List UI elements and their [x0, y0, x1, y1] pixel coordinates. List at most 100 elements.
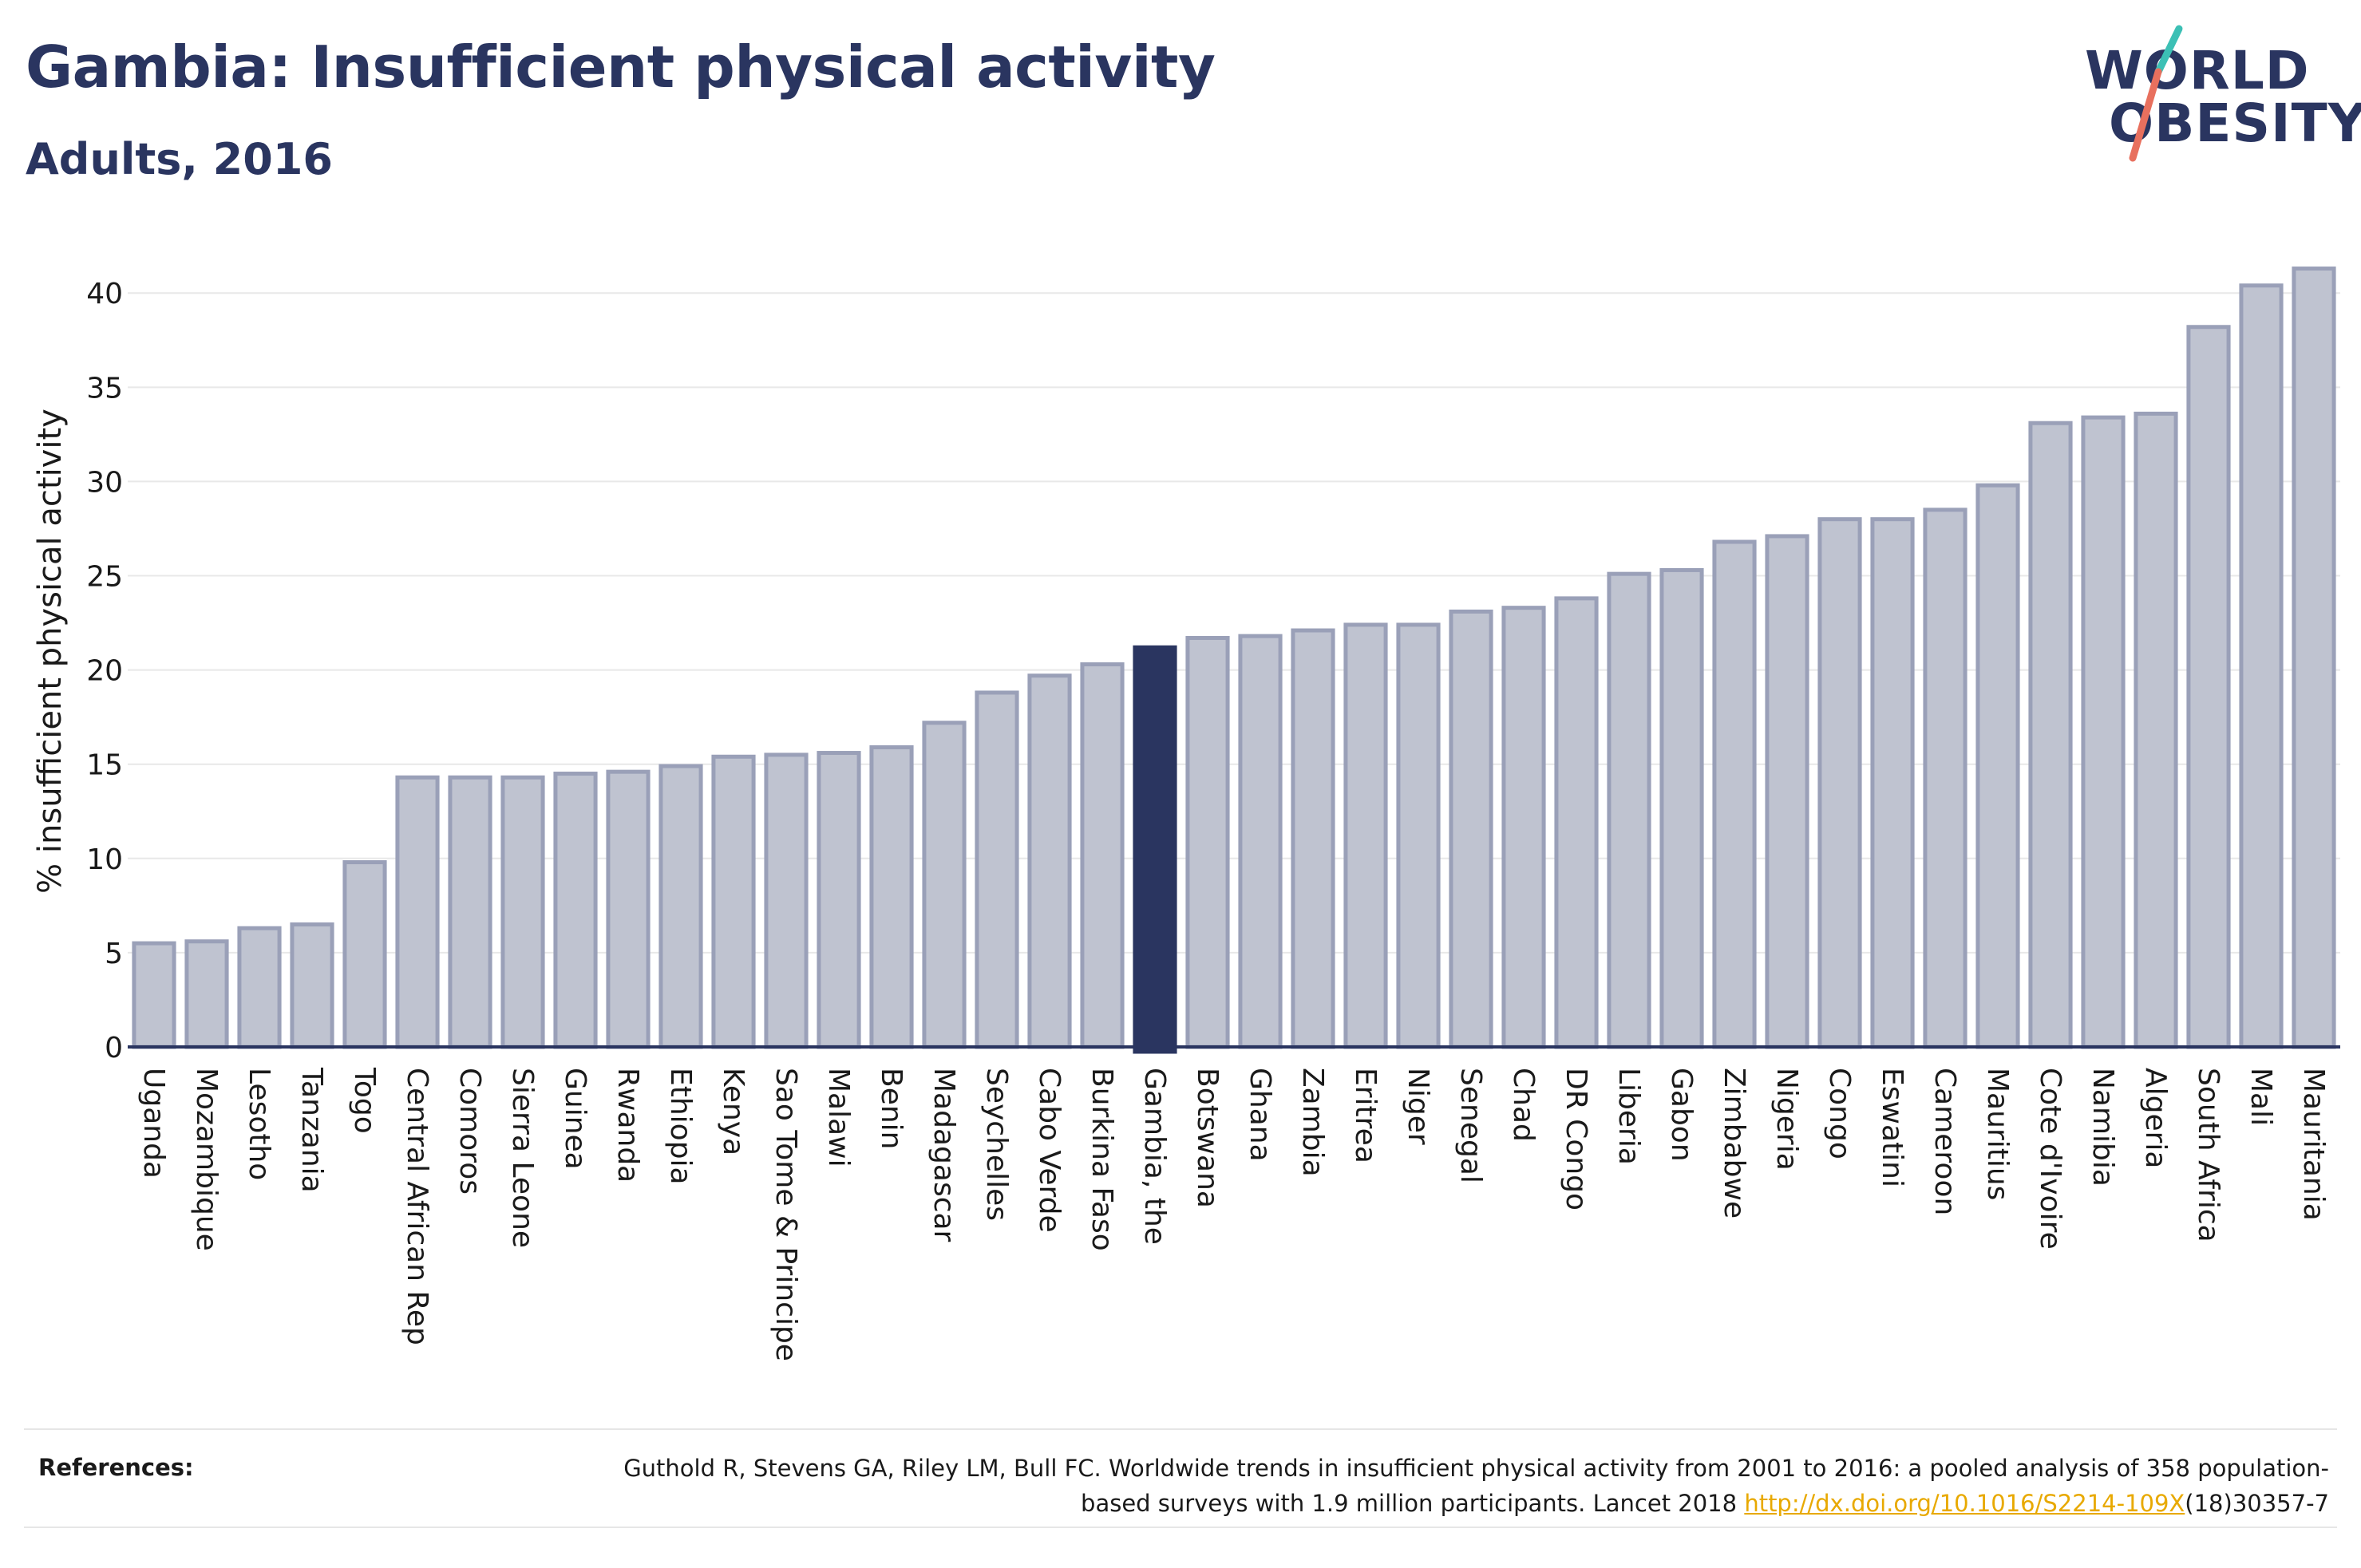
bar	[184, 939, 229, 1049]
x-tick-label: Comoros	[453, 1068, 486, 1195]
x-tick-label: Namibia	[2086, 1068, 2119, 1187]
bar	[1449, 609, 1493, 1049]
references-bottom-rule	[24, 1527, 2337, 1528]
chart-title: Gambia: Insufficient physical activity	[26, 34, 1216, 101]
y-tick-label: 10	[86, 843, 123, 876]
x-tick-label: Guinea	[559, 1068, 591, 1170]
logo-text-line1: WORLD	[2085, 40, 2310, 101]
bar	[764, 752, 809, 1049]
x-tick-label: Congo	[1823, 1068, 1856, 1159]
x-tick-label: Botswana	[1191, 1068, 1224, 1208]
bar	[1080, 662, 1125, 1049]
y-tick-label: 30	[86, 466, 123, 499]
bar	[395, 775, 440, 1049]
bar	[2081, 415, 2126, 1049]
x-tick-label: Rwanda	[611, 1068, 644, 1183]
x-tick-label: Madagascar	[927, 1068, 960, 1242]
x-axis-tick-labels: Uganda Mozambique Lesotho Tanzania Togo Centr…	[137, 1067, 2330, 1361]
bar	[2292, 267, 2336, 1049]
bar	[1765, 534, 1809, 1049]
bar	[132, 941, 176, 1049]
bar	[500, 775, 545, 1049]
x-tick-label: Uganda	[137, 1068, 170, 1179]
x-tick-label: Cameroon	[1928, 1068, 1961, 1215]
x-tick-label: Benin	[875, 1068, 908, 1149]
bar	[711, 754, 756, 1049]
y-tick-label: 40	[86, 278, 123, 310]
bar	[448, 775, 492, 1049]
y-tick-label: 35	[86, 372, 123, 405]
bar	[342, 860, 387, 1049]
bar	[553, 772, 598, 1049]
x-tick-label: Nigeria	[1770, 1068, 1803, 1171]
x-tick-label: Eswatini	[1876, 1068, 1908, 1187]
x-tick-label: Mauritania	[2297, 1068, 2330, 1221]
x-tick-label: Zimbabwe	[1718, 1068, 1750, 1218]
x-tick-label: Ethiopia	[664, 1068, 697, 1185]
references-text: Guthold R, Stevens GA, Riley LM, Bull FC…	[573, 1451, 2329, 1521]
bar	[290, 922, 334, 1049]
bar	[1975, 483, 2020, 1049]
bar	[2134, 411, 2178, 1049]
bars	[132, 267, 2336, 1054]
references-citation: Guthold R, Stevens GA, Riley LM, Bull FC…	[623, 1455, 2329, 1517]
x-tick-label: Niger	[1402, 1068, 1434, 1145]
bar	[237, 926, 282, 1049]
x-tick-label: Senegal	[1454, 1068, 1487, 1183]
bar	[2239, 283, 2284, 1049]
bar	[1238, 634, 1283, 1049]
x-tick-label: Kenya	[717, 1068, 749, 1155]
references-label: References:	[38, 1454, 194, 1481]
x-tick-label: Lesotho	[243, 1068, 275, 1180]
bar	[1291, 628, 1335, 1049]
x-tick-label: Cabo Verde	[1033, 1068, 1066, 1233]
bar	[1607, 571, 1651, 1049]
x-tick-label: DR Congo	[1560, 1068, 1592, 1211]
references-doi-link[interactable]: http://dx.doi.org/10.1016/S2214-109X	[1744, 1490, 2185, 1517]
x-tick-label: Tanzania	[295, 1067, 328, 1193]
chart-subtitle: Adults, 2016	[26, 134, 333, 184]
x-tick-label: Chad	[1507, 1068, 1540, 1142]
bar	[2186, 325, 2231, 1049]
bar	[975, 690, 1019, 1049]
bar	[1501, 606, 1546, 1049]
x-tick-label: Mali	[2244, 1068, 2277, 1126]
bar	[817, 751, 861, 1049]
references-citation-suffix: (18)30357-7	[2185, 1490, 2329, 1517]
y-tick-label: 5	[105, 938, 123, 970]
x-tick-label: Gabon	[1665, 1068, 1698, 1162]
x-tick-label: Zambia	[1296, 1068, 1329, 1177]
y-axis-label: % insufficient physical activity	[32, 409, 69, 894]
bar-highlighted	[1133, 645, 1177, 1054]
x-tick-label: Eritrea	[1349, 1068, 1382, 1163]
x-tick-label: Cote d'Ivoire	[2034, 1068, 2066, 1250]
x-tick-label: Mozambique	[190, 1068, 223, 1251]
bar	[1185, 635, 1230, 1049]
bar	[1396, 622, 1441, 1049]
bar	[869, 745, 914, 1049]
x-tick-label: Sao Tome & Principe	[769, 1068, 802, 1361]
x-tick-label: Liberia	[1612, 1068, 1645, 1165]
x-tick-label: South Africa	[2192, 1068, 2225, 1242]
bar	[1027, 673, 1072, 1049]
gridlines	[128, 292, 2340, 954]
bar-chart: 0 5 10 15 20 25 30 35 40 Uganda Mozambique Lesotho…	[32, 267, 2340, 1361]
y-tick-label: 25	[86, 561, 123, 594]
world-obesity-logo: WORLD OBESITY	[2085, 22, 2361, 166]
bar	[1659, 567, 1704, 1049]
x-tick-label: Central African Rep	[401, 1068, 433, 1345]
y-tick-label: 20	[86, 655, 123, 688]
x-tick-label: Gambia, the	[1138, 1068, 1171, 1245]
bar	[1870, 517, 1915, 1049]
bar	[658, 764, 703, 1049]
y-tick-label: 15	[86, 749, 123, 782]
bar	[2028, 421, 2073, 1049]
bar	[1554, 596, 1599, 1049]
references-top-rule	[24, 1428, 2337, 1430]
bar	[606, 769, 651, 1049]
x-tick-label: Mauritius	[1981, 1068, 2014, 1200]
bar	[1817, 517, 1862, 1049]
bar	[1343, 622, 1388, 1049]
x-tick-label: Togo	[348, 1067, 381, 1134]
x-tick-label: Sierra Leone	[506, 1068, 539, 1248]
